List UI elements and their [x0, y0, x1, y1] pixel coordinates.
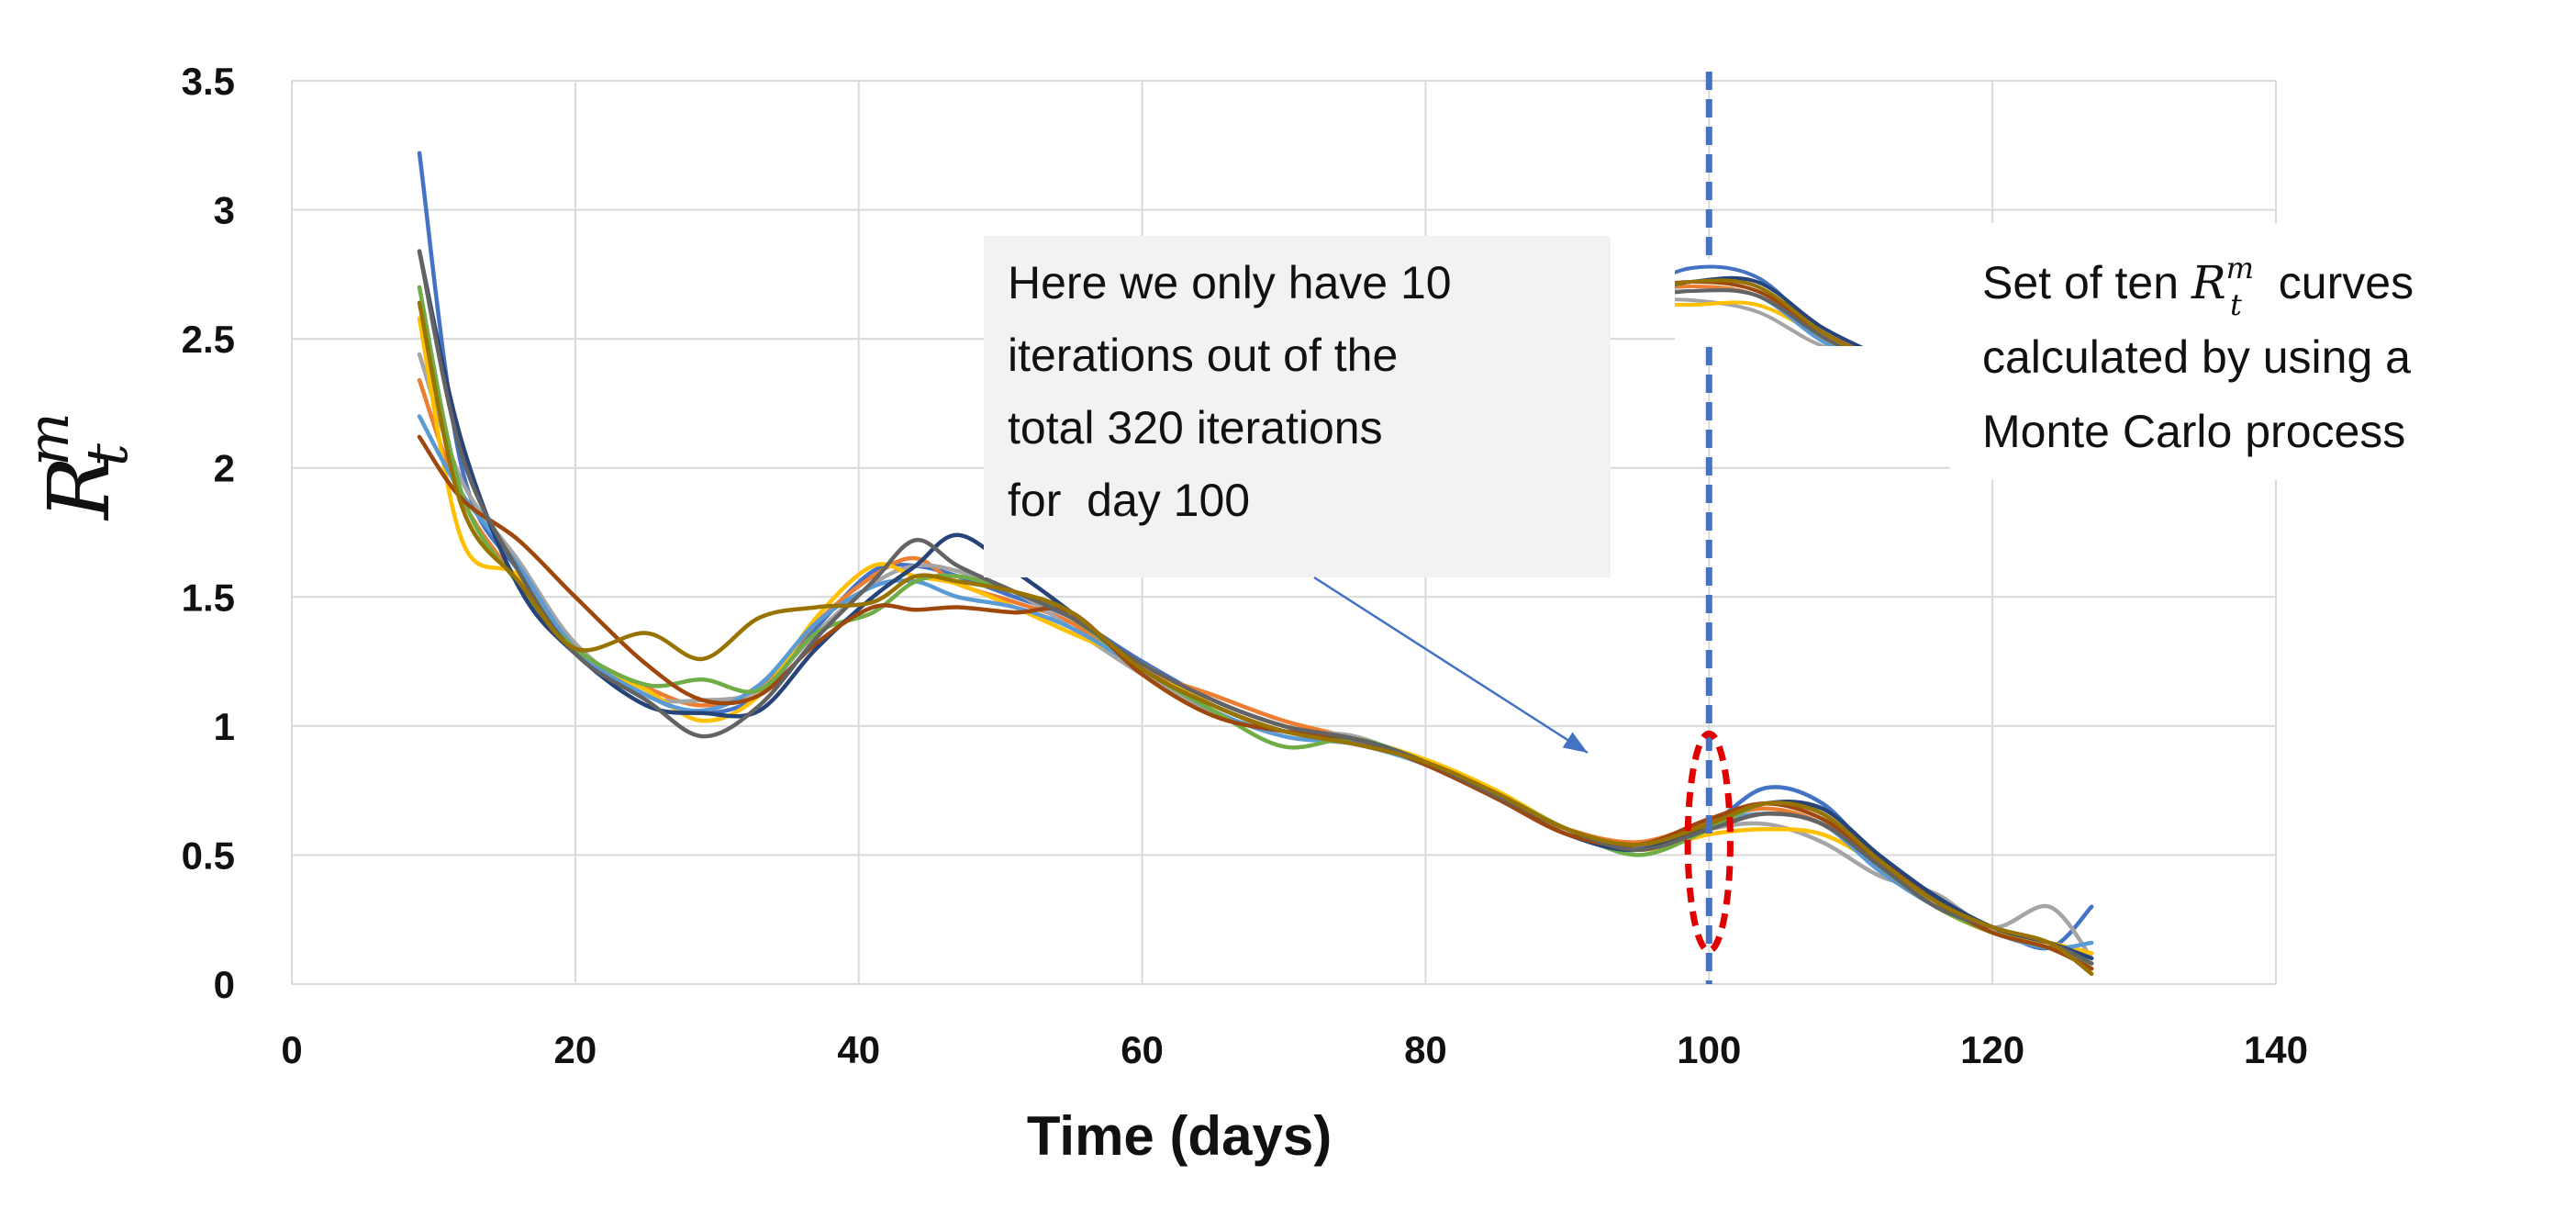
legend-note-math-base: R: [2191, 256, 2226, 309]
x-axis-title: Time (days): [1027, 1105, 1332, 1167]
legend-note-line-1: Set of ten Rm t curves: [1982, 251, 2414, 322]
x-tick-label: 120: [1960, 1028, 2024, 1071]
x-tick-label: 80: [1404, 1028, 1447, 1071]
x-tick-label: 60: [1121, 1028, 1164, 1071]
callout-line-3: total 320 iterations: [1008, 402, 1383, 453]
y-tick-label: 2: [214, 447, 235, 490]
y-tick-label: 1.5: [182, 576, 235, 619]
callout-line-4: for day 100: [1008, 475, 1250, 526]
legend-thumbnail-line-9: [1675, 288, 1845, 346]
x-tick-label: 20: [553, 1028, 597, 1071]
callout-arrow: [1313, 576, 1589, 755]
legend-thumbnail-line-3: [1675, 297, 1830, 346]
callout-background: [984, 236, 1611, 577]
callout-line-1: Here we only have 10: [1008, 257, 1452, 308]
callout-line-2: iterations out of the: [1008, 330, 1398, 381]
y-tick-label: 3.5: [182, 60, 235, 103]
reference-marks: [1684, 72, 1734, 984]
legend-note-suffix: curves: [2279, 257, 2414, 308]
x-tick-label: 100: [1677, 1028, 1741, 1071]
legend-note-line-3: Monte Carlo process: [1982, 406, 2405, 457]
y-axis-title-subscript: t: [73, 443, 140, 466]
highlight-ellipse: [1684, 730, 1734, 954]
legend-thumbnail-line-2: [1675, 284, 1841, 346]
callout-box: Here we only have 10 iterations out of t…: [984, 236, 1611, 577]
legend-note-math-sub: t: [2230, 287, 2242, 322]
series-line-8: [417, 434, 2094, 971]
y-tick-label: 2.5: [182, 318, 235, 361]
legend-note: Set of ten Rm t curves calculated by using…: [1950, 223, 2576, 480]
y-axis-title-superscript: m: [15, 412, 82, 466]
x-tick-labels: 0 20 40 60 80 100 120 140: [281, 1028, 2308, 1071]
y-axis-title-base: R: [30, 456, 128, 521]
callout-arrowhead: [1562, 732, 1588, 753]
legend-note-prefix: Set of ten: [1982, 257, 2191, 308]
y-tick-label: 1: [214, 705, 235, 748]
x-tick-label: 0: [281, 1028, 302, 1071]
y-tick-labels: 0 0.5 1 1.5 2 2.5 3 3.5: [182, 60, 235, 1006]
x-tick-label: 40: [837, 1028, 880, 1071]
y-tick-label: 0.5: [182, 834, 235, 877]
y-tick-label: 3: [214, 189, 235, 232]
series-group: [417, 151, 2094, 977]
legend-thumbnail-line-10: [1675, 278, 1853, 346]
legend-note-line-2: calculated by using a: [1982, 331, 2411, 383]
legend-note-background: [1950, 223, 2576, 480]
legend-thumbnail-lines: [1675, 264, 1864, 346]
x-tick-label: 140: [2244, 1028, 2308, 1071]
series-line-10: [417, 300, 2094, 977]
legend-note-math-sup: m: [2226, 251, 2254, 285]
y-axis-title: R m t: [15, 412, 140, 521]
series-line-9: [417, 249, 2094, 966]
y-tick-label: 0: [214, 963, 235, 1006]
